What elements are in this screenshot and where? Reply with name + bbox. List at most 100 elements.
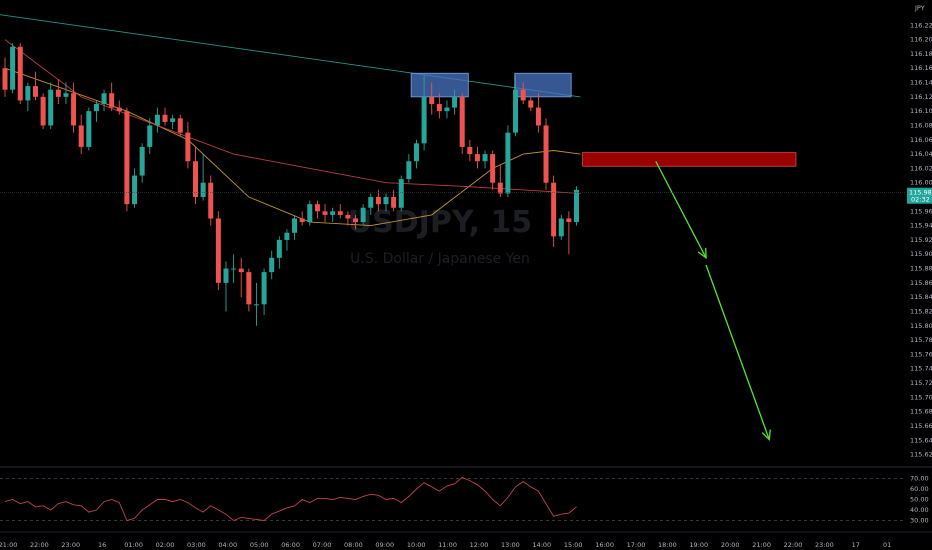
candle-body xyxy=(231,268,237,270)
time-tick-label: 13:00 xyxy=(501,541,520,549)
candle-body xyxy=(383,197,389,205)
candle-body xyxy=(124,111,130,205)
time-tick-label: 07:00 xyxy=(313,541,332,549)
price-tick-label: 115.880 xyxy=(910,265,932,273)
candle-body xyxy=(314,204,320,212)
symbol-watermark: USDJPY, 15 U.S. Dollar / Japanese Yen xyxy=(348,205,532,267)
projection-arrow-head xyxy=(697,247,707,260)
price-tick-label: 115.720 xyxy=(910,379,932,387)
candle-body xyxy=(116,107,122,112)
candle-body xyxy=(474,154,480,162)
price-tick-label: 116.180 xyxy=(910,50,932,58)
time-tick-label: 17:00 xyxy=(627,541,646,549)
oscillator-tick-label: 60.00 xyxy=(910,485,929,493)
time-tick-label: 15:00 xyxy=(564,541,583,549)
watermark-symbol: USDJPY, 15 xyxy=(348,205,532,240)
candle-body xyxy=(574,189,579,223)
candle-body xyxy=(436,104,442,112)
candle-body xyxy=(459,96,465,147)
price-tick-label: 115.940 xyxy=(910,222,932,230)
candle-body xyxy=(284,232,290,240)
candle-body xyxy=(170,118,176,122)
time-tick-label: 23:00 xyxy=(61,541,80,549)
projection-arrow-head xyxy=(761,429,771,441)
candle-body xyxy=(238,268,244,273)
time-tick-label: 04:00 xyxy=(218,541,237,549)
candle-body xyxy=(86,111,92,147)
candle-body xyxy=(505,132,511,194)
time-tick-label: 21:00 xyxy=(752,541,771,549)
oscillator-pane: 70.00 60.00 50.00 40.00 30.00 xyxy=(0,466,932,525)
oscillator-tick-label: 50.00 xyxy=(910,496,929,504)
candle-body xyxy=(566,218,572,223)
candle-body xyxy=(490,154,496,183)
price-tick-label: 115.900 xyxy=(910,250,932,258)
candle-body xyxy=(253,304,259,306)
candle-body xyxy=(40,96,46,126)
price-tick-label: 115.800 xyxy=(910,322,932,330)
price-axis[interactable]: JPY 116.220 116.200 116.180 116.160 116.140 1… xyxy=(910,4,932,459)
candle-body xyxy=(360,207,366,223)
candle-body xyxy=(368,197,374,208)
candle-body xyxy=(139,146,145,176)
currency-label: JPY xyxy=(914,4,925,12)
candle-body xyxy=(429,96,435,105)
candle-body xyxy=(421,96,427,144)
oscillator-tick-label: 30.00 xyxy=(910,517,929,525)
candle-body xyxy=(10,46,16,90)
price-tick-label: 115.760 xyxy=(910,350,932,358)
last-price-label: 115.986 xyxy=(909,189,932,197)
price-tick-label: 116.020 xyxy=(910,164,932,172)
candle-body xyxy=(375,197,381,205)
time-tick-label: 21:00 xyxy=(0,541,17,549)
supply-zone xyxy=(582,152,797,167)
candle-body xyxy=(101,93,107,105)
moving-averages xyxy=(0,14,581,227)
time-tick-label: 05:00 xyxy=(250,541,269,549)
moving-average-line xyxy=(4,67,581,227)
candle-body xyxy=(413,143,419,162)
candle-body xyxy=(193,161,198,198)
candle-body xyxy=(63,93,69,97)
resistance-box xyxy=(514,72,572,98)
projection-arrow-line xyxy=(655,160,707,259)
candle-body xyxy=(32,86,38,97)
candle-body xyxy=(109,93,115,108)
candle-body xyxy=(322,211,328,215)
price-tick-label: 116.080 xyxy=(910,121,932,129)
price-tick-label: 116.120 xyxy=(910,93,932,101)
candle-body xyxy=(345,214,351,219)
time-tick-label: 12:00 xyxy=(470,541,489,549)
time-axis[interactable]: 21:00 22:00 23:00 16 01:00 02:00 03:00 04:00 05:… xyxy=(0,531,932,549)
price-tick-label: 115.700 xyxy=(910,393,932,401)
candle-body xyxy=(223,268,229,283)
candle-body xyxy=(467,146,473,155)
candle-body xyxy=(535,107,541,126)
time-tick-label: 06:00 xyxy=(281,541,300,549)
candle-body xyxy=(391,197,397,208)
candle-body xyxy=(2,68,8,90)
candle-body xyxy=(71,93,77,126)
candle-body xyxy=(48,89,54,126)
time-tick-label: 01 xyxy=(883,541,891,549)
price-tick-label: 116.200 xyxy=(910,36,932,44)
candle-body xyxy=(337,211,343,215)
price-tick-label: 115.680 xyxy=(910,408,932,416)
candle-body xyxy=(452,96,458,108)
candle-body xyxy=(292,218,298,233)
price-tick-label: 116.160 xyxy=(910,64,932,72)
candle-body xyxy=(215,218,221,283)
candle-body xyxy=(520,89,526,101)
candle-body xyxy=(513,89,519,133)
last-price-badge xyxy=(907,187,932,204)
time-tick-label: 10:00 xyxy=(407,541,426,549)
price-tick-label: 116.060 xyxy=(910,136,932,144)
price-tick-label: 115.960 xyxy=(910,207,932,215)
candle-body xyxy=(528,100,534,108)
time-tick-label: 22:00 xyxy=(784,541,803,549)
time-tick-label: 09:00 xyxy=(375,541,394,549)
moving-average-line xyxy=(4,39,581,194)
candle-body xyxy=(276,239,282,258)
candle-body xyxy=(78,125,84,147)
